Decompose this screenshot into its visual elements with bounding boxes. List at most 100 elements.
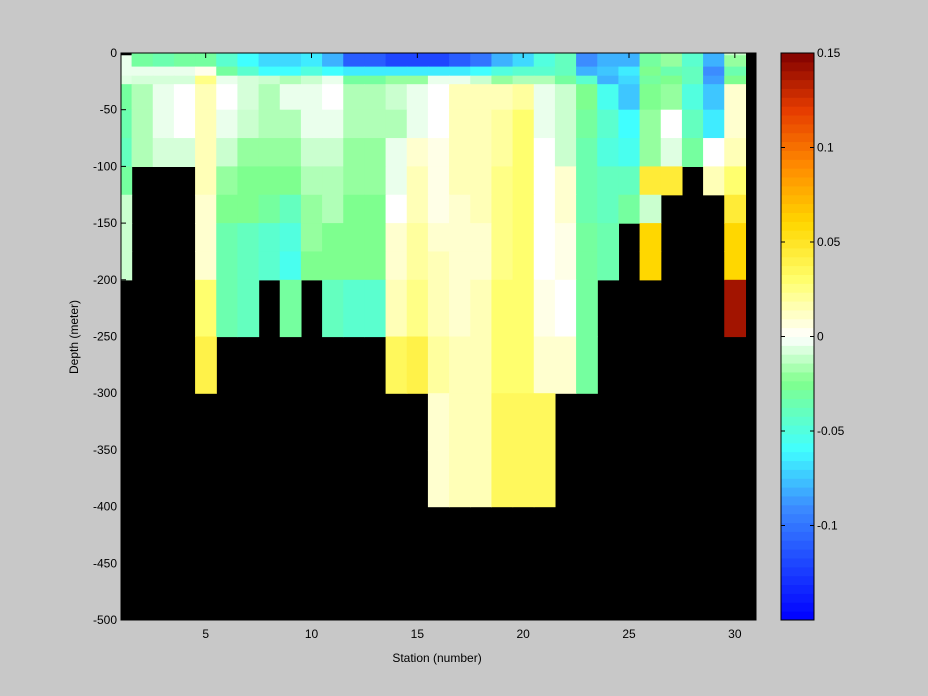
heatmap-cell <box>279 53 302 56</box>
heatmap-cell <box>449 84 471 111</box>
colorbar-swatch <box>781 469 814 479</box>
x-tick-label: 15 <box>411 627 425 641</box>
heatmap-cell <box>618 109 641 139</box>
colorbar-swatch <box>781 203 814 213</box>
heatmap-cell <box>449 75 471 85</box>
heatmap-cell <box>343 109 366 139</box>
heatmap-cell <box>491 279 514 338</box>
heatmap-cell <box>279 223 302 253</box>
heatmap-cell <box>300 84 323 111</box>
heatmap-cell <box>427 75 450 85</box>
heatmap-cell <box>364 75 387 85</box>
heatmap-cell <box>427 53 450 56</box>
heatmap-cell <box>618 138 641 167</box>
y-axis-ticks: 0 -50 -100 -150 -200 -250 -300 -350 -400 -450 -500 <box>93 46 756 627</box>
heatmap-cell <box>660 55 683 68</box>
heatmap-cell <box>322 84 344 111</box>
heatmap-cell <box>470 138 493 167</box>
colorbar-swatch <box>781 185 814 196</box>
heatmap-cell <box>152 53 175 56</box>
y-axis-label: Depth (meter) <box>67 300 81 374</box>
colorbar-swatch <box>781 566 814 577</box>
heatmap-cell <box>533 279 556 338</box>
colorbar-swatch <box>781 433 814 444</box>
x-tick-label: 20 <box>516 627 530 641</box>
heatmap-cell <box>131 84 154 111</box>
heatmap-cell <box>449 138 471 167</box>
heatmap-cell <box>131 109 154 139</box>
heatmap-cell <box>343 279 366 338</box>
heatmap-cell <box>121 55 133 68</box>
y-tick-label: -100 <box>93 159 117 173</box>
heatmap-cell <box>216 55 239 68</box>
heatmap-cell <box>258 251 281 281</box>
heatmap-cell <box>724 279 747 338</box>
y-tick-label: -50 <box>100 103 118 117</box>
heatmap-cell <box>300 138 323 167</box>
heatmap-cell <box>427 166 450 196</box>
heatmap-cell <box>427 336 450 394</box>
y-tick-label: -300 <box>93 386 117 400</box>
heatmap-cell <box>449 166 471 196</box>
heatmap-cell <box>343 84 366 111</box>
colorbar-swatch <box>781 354 814 364</box>
heatmap-cell <box>195 336 217 394</box>
heatmap-cell <box>512 84 535 111</box>
heatmap-cell <box>195 223 217 253</box>
heatmap-cell <box>449 109 471 139</box>
y-tick-label: 0 <box>110 46 117 60</box>
colorbar-swatch <box>781 504 814 515</box>
heatmap-cell <box>449 66 471 77</box>
heatmap-cell <box>216 279 239 338</box>
colorbar-swatch <box>781 522 814 532</box>
colorbar-swatch <box>781 513 814 524</box>
heatmap-cell <box>470 55 493 68</box>
heatmap-cell <box>173 75 196 85</box>
heatmap-cell <box>237 66 260 77</box>
heatmap-cell <box>597 194 620 224</box>
heatmap-cell <box>279 279 302 338</box>
heatmap-cell <box>279 194 302 224</box>
colorbar-swatch <box>781 549 814 559</box>
heatmap-cell <box>195 75 217 85</box>
heatmap-cell <box>300 66 323 77</box>
heatmap-cell <box>470 251 493 281</box>
heatmap-cell <box>512 251 535 281</box>
heatmap-cell <box>449 336 471 394</box>
heatmap-cell <box>343 194 366 224</box>
heatmap-cell <box>258 223 281 253</box>
colorbar-swatch <box>781 132 814 143</box>
heatmap-cell <box>576 223 598 253</box>
heatmap-cell <box>406 166 429 196</box>
colorbar-swatch <box>781 230 814 240</box>
heatmap-cell <box>576 194 598 224</box>
heatmap-cell <box>470 279 493 338</box>
y-tick-label: -500 <box>93 613 117 627</box>
heatmap-cell <box>618 84 641 111</box>
heatmap-cell <box>554 279 577 338</box>
heatmap-cell <box>724 109 747 139</box>
heatmap-cell <box>533 55 556 68</box>
colorbar-tick-label: 0.05 <box>817 235 841 249</box>
colorbar-swatch <box>781 123 814 134</box>
heatmap-cell <box>152 75 175 85</box>
heatmap-cell <box>406 109 429 139</box>
heatmap-cell <box>681 84 704 111</box>
heatmap-cell <box>491 66 514 77</box>
y-tick-label: -400 <box>93 500 117 514</box>
colorbar-swatch <box>781 584 814 594</box>
heatmap-cell <box>237 55 260 68</box>
heatmap-cell <box>660 138 683 167</box>
heatmap-cell <box>279 66 302 77</box>
y-tick-label: -250 <box>93 330 117 344</box>
heatmap-cell <box>533 84 556 111</box>
heatmap-cell <box>258 75 281 85</box>
heatmap-cell <box>533 194 556 224</box>
heatmap-cell <box>195 166 217 196</box>
heatmap-cell <box>216 194 239 224</box>
heatmap-cell <box>322 194 344 224</box>
heatmap-cell <box>152 138 175 167</box>
heatmap-cell <box>724 55 747 68</box>
colorbar-swatch <box>781 416 814 426</box>
heatmap-cell <box>385 53 408 56</box>
